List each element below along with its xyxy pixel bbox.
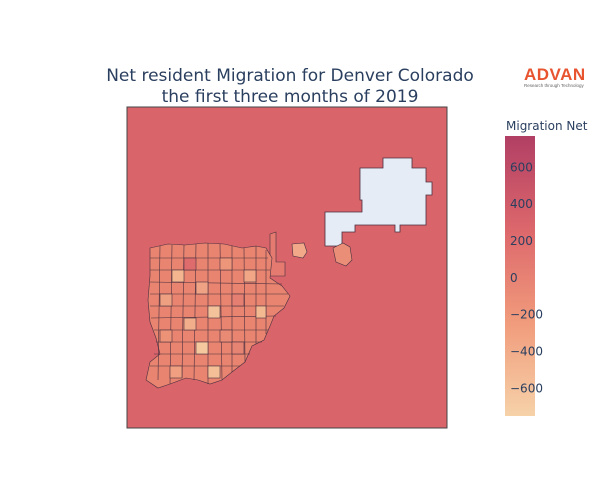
colorbar-tick-label: −200	[510, 308, 543, 322]
tract[interactable]	[195, 341, 209, 355]
tract[interactable]	[219, 329, 233, 343]
tract[interactable]	[231, 341, 245, 355]
tract[interactable]	[183, 317, 197, 331]
colorbar-tick-label: 0	[510, 271, 518, 285]
chart-title: Net resident Migration for Denver Colora…	[60, 66, 520, 108]
tract[interactable]	[159, 329, 173, 343]
title-line-2: the first three months of 2019	[161, 87, 419, 107]
tract[interactable]	[183, 257, 197, 271]
tract[interactable]	[207, 305, 221, 319]
title-line-1: Net resident Migration for Denver Colora…	[106, 66, 474, 86]
outlying-tract[interactable]	[291, 242, 308, 259]
colorbar-gradient	[505, 136, 535, 416]
logo-tagline: Research through Technology	[524, 83, 584, 88]
colorbar-tick-label: −400	[510, 345, 543, 359]
advan-logo: ADVAN Research through Technology	[524, 66, 594, 89]
airport-region[interactable]	[324, 157, 433, 247]
colorbar-ticks: 600 400 200 0 −200 −400 −600	[510, 160, 543, 395]
tract[interactable]	[169, 365, 183, 379]
tract[interactable]	[231, 293, 245, 307]
tract[interactable]	[219, 257, 233, 271]
tract[interactable]	[195, 281, 209, 295]
colorbar-tick-label: 600	[510, 160, 533, 174]
tract[interactable]	[159, 293, 173, 307]
denver-tracts	[145, 242, 291, 389]
colorbar-tick-label: 200	[510, 234, 533, 248]
tract[interactable]	[207, 365, 221, 379]
colorbar-tick-label: 400	[510, 197, 533, 211]
colorbar-tick-label: −600	[510, 381, 543, 395]
outlying-tract[interactable]	[332, 242, 353, 267]
tract[interactable]	[171, 269, 185, 283]
tract[interactable]	[243, 269, 257, 283]
logo-brand: ADVAN	[524, 65, 586, 84]
tract[interactable]	[255, 305, 267, 319]
colorbar-title: Migration Net	[506, 119, 588, 133]
